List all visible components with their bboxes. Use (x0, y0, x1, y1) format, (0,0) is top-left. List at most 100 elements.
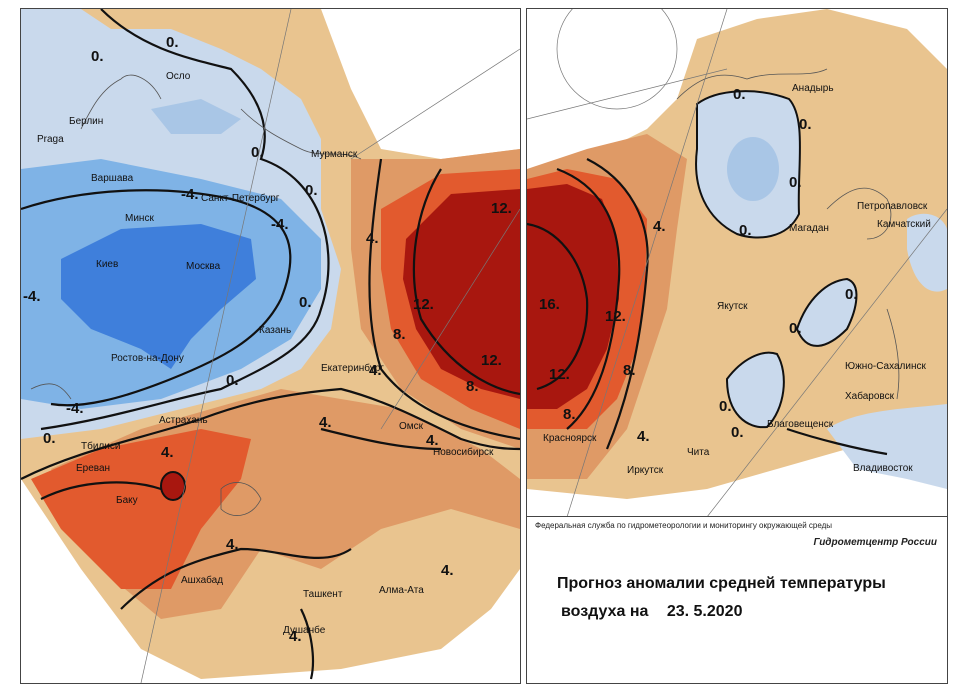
city-label: Мурманск (311, 149, 358, 160)
city-label: Южно-Сахалинск (845, 361, 926, 372)
isoline-label: 0. (251, 144, 264, 161)
isoline-label: 12. (413, 296, 434, 313)
coastlines (676, 68, 900, 400)
isoline-label: 4. (366, 230, 379, 247)
isoline-label: 8. (393, 326, 406, 343)
city-label: Киев (96, 259, 118, 270)
city-label: Душанбе (283, 624, 326, 636)
isoline-label: -4. (181, 186, 199, 203)
city-label: Иркутск (627, 465, 664, 476)
left-map-panel: Осло Берлин Praga Варшава Минск Киев Мос… (20, 8, 521, 684)
left-map-svg: Осло Берлин Praga Варшава Минск Киев Мос… (21, 9, 520, 683)
city-label: Ереван (76, 463, 110, 474)
city-label: Ташкент (303, 589, 343, 600)
isoline-label: 12. (491, 200, 512, 217)
forecast-info-box: Федеральная служба по гидрометеорологии … (526, 516, 948, 684)
isoline-label: 4. (426, 432, 439, 449)
cold-patch-sakhalin (907, 213, 947, 292)
city-label: Казань (259, 325, 291, 336)
city-label: Екатеринбург (321, 362, 384, 374)
isoline-label: -4. (66, 400, 84, 417)
hot-core-siberia (403, 189, 520, 399)
right-map-svg: Анадырь Магадан Петропавловск Камчатский… (527, 9, 947, 517)
isoline-label: 0. (226, 372, 239, 389)
forecast-title-prefix: воздуха на (561, 603, 649, 620)
isoline-label: -4. (23, 288, 41, 305)
isoline-label: 4. (369, 362, 382, 379)
cold-mid-scandinavia (151, 99, 241, 134)
city-label: Баку (116, 495, 138, 506)
forecast-title-line1: Прогноз аномалии средней температуры (557, 575, 886, 592)
isoline-label: 0. (733, 86, 746, 103)
isoline-label: 16. (539, 296, 560, 313)
forecast-date: 23. 5.2020 (666, 603, 743, 620)
city-label: Владивосток (853, 463, 913, 474)
graticule (527, 9, 947, 517)
isoline-label: 0. (845, 286, 858, 303)
city-label: Варшава (91, 173, 134, 184)
isoline-label: 0. (43, 430, 56, 447)
left-isoline-labels: 0. 0. 0. 0. 0. 0. 0. -4. -4. -4. -4. 4. … (23, 34, 512, 645)
city-label: Благовещенск (767, 419, 834, 430)
agency-name: Федеральная служба по гидрометеорологии … (535, 521, 833, 530)
forecast-title-line2: воздуха на 23. 5.2020 (561, 603, 742, 621)
isoline-label: 4. (653, 218, 666, 235)
isoline-label: 0. (789, 174, 802, 191)
isoline-label: 8. (466, 378, 479, 395)
isoline-label: 4. (319, 414, 332, 431)
right-isoline-labels: 0. 0. 0. 0. 0. 0. 0. 0. 4. 4. 8. 8. 12. … (539, 86, 858, 445)
center-name: Гидрометцентр России (813, 537, 937, 548)
isoline-label: -4. (271, 216, 289, 233)
isoline-label: 12. (481, 352, 502, 369)
isoline-label: 12. (549, 366, 570, 383)
city-label: Якутск (717, 301, 748, 312)
city-label: Астрахань (159, 415, 208, 426)
left-city-labels: Осло Берлин Praga Варшава Минск Киев Мос… (37, 71, 494, 636)
isoline-label: 0. (719, 398, 732, 415)
city-label: Санкт-Петербург (201, 192, 280, 204)
isoline-label: 12. (605, 308, 626, 325)
city-label: Тбилиси (81, 440, 120, 452)
city-label: Омск (399, 421, 424, 432)
isoline-label: 4. (161, 444, 174, 461)
city-label: Алма-Ата (379, 585, 424, 596)
isoline-label: 0. (166, 34, 179, 51)
isoline-label: 0. (739, 222, 752, 239)
cold-patch-okhotsk (795, 277, 858, 347)
isoline-label: 0. (305, 182, 318, 199)
city-label: Петропавловск (857, 201, 928, 212)
city-label: Ашхабад (181, 574, 223, 586)
city-label: Анадырь (792, 83, 834, 94)
hot-spot-caucasus (160, 471, 186, 501)
city-label: Берлин (69, 116, 103, 127)
city-label: Чита (687, 447, 710, 458)
isoline-label: 8. (623, 362, 636, 379)
coastlines (30, 74, 362, 516)
right-map-panel: Анадырь Магадан Петропавловск Камчатский… (526, 8, 948, 518)
isoline-label: 4. (637, 428, 650, 445)
city-label: Магадан (789, 223, 829, 234)
city-label: Ростов-на-Дону (111, 353, 184, 364)
isoline-label: 4. (226, 536, 239, 553)
city-label: Камчатский (877, 219, 931, 230)
graticule (140, 9, 520, 683)
cold-patch-primorye (827, 404, 947, 489)
isolines (21, 9, 520, 680)
isoline-label: 4. (441, 562, 454, 579)
city-label: Осло (166, 71, 191, 82)
city-label: Москва (186, 261, 221, 272)
isolines (527, 158, 888, 456)
city-label: Красноярск (543, 433, 597, 444)
cold-strong-europe (61, 224, 256, 369)
city-label: Praga (37, 134, 64, 145)
cold-core-chukotka (727, 137, 779, 201)
warm-strong-caucasus (31, 429, 251, 589)
isoline-label: 0. (799, 116, 812, 133)
city-label: Минск (125, 213, 154, 224)
city-label: Новосибирск (433, 446, 494, 458)
isoline-label: 8. (563, 406, 576, 423)
right-city-labels: Анадырь Магадан Петропавловск Камчатский… (543, 83, 931, 476)
isoline-label: 4. (289, 628, 302, 645)
isoline-label: 0. (91, 48, 104, 65)
